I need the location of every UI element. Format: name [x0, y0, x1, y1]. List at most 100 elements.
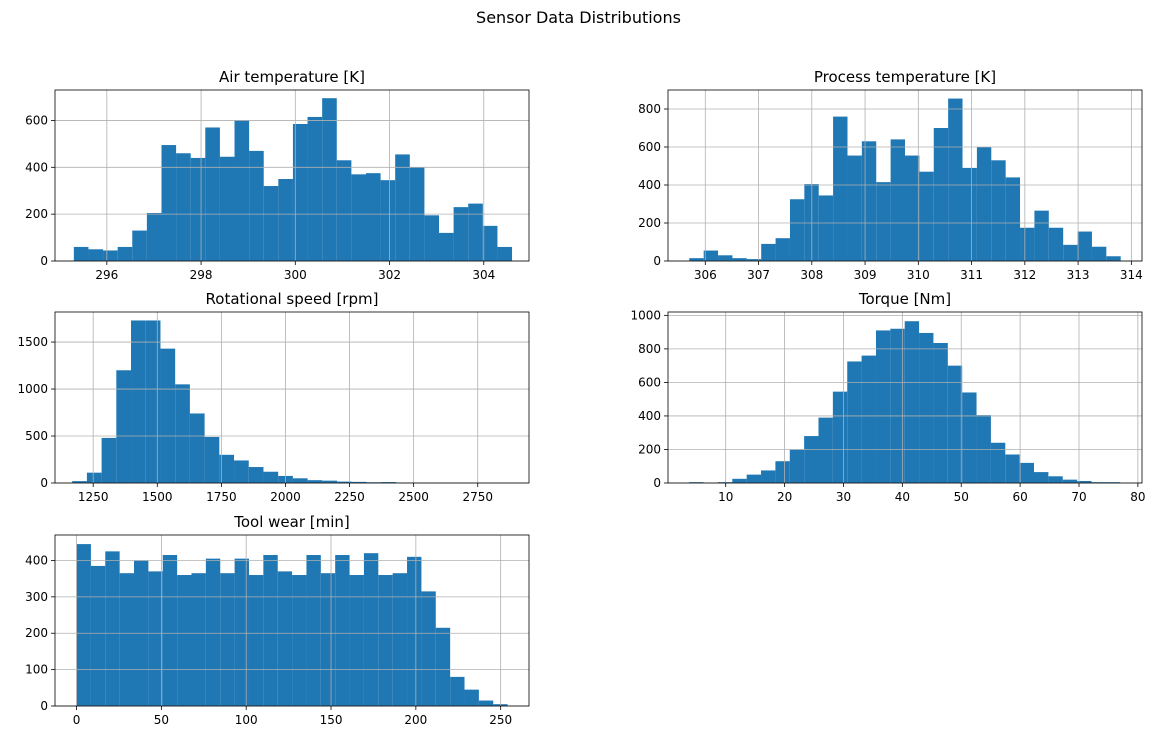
x-tick-label: 307 [747, 268, 770, 282]
x-tick-label: 306 [694, 268, 717, 282]
histogram-bar [204, 436, 220, 483]
x-tick-label: 2750 [462, 490, 493, 504]
histogram-bar [464, 689, 479, 706]
figure-title: Sensor Data Distributions [476, 8, 681, 27]
axes-frame [54, 534, 530, 707]
histogram-bar [116, 370, 132, 483]
x-tick-label: 312 [1013, 268, 1036, 282]
histogram-bar [322, 98, 337, 261]
histogram-bar [1077, 231, 1092, 261]
y-tick-label: 600 [25, 113, 48, 127]
histogram-bar [132, 230, 147, 261]
histogram-bar [1034, 472, 1049, 483]
y-tick-label: 200 [25, 626, 48, 640]
histogram-bar [148, 571, 163, 706]
histogram-bar [933, 343, 948, 483]
histogram-bar [689, 258, 704, 261]
y-tick-label: 600 [638, 140, 661, 154]
histogram-bar [703, 250, 719, 261]
histogram-bar [905, 155, 920, 261]
histogram-bar [732, 258, 747, 261]
x-tick-label: 30 [836, 490, 851, 504]
histogram-bar [263, 471, 279, 483]
subplot-title: Air temperature [K] [219, 68, 365, 86]
histogram-bar [322, 480, 338, 483]
histogram-bar [351, 481, 367, 483]
histogram-bar [395, 154, 410, 261]
y-tick-label: 400 [25, 553, 48, 567]
histogram-bar [482, 225, 498, 261]
histogram-bar [450, 676, 465, 706]
histogram-bar [1062, 479, 1078, 483]
histogram-bar [378, 575, 393, 706]
y-tick-label: 400 [25, 160, 48, 174]
y-tick-label: 0 [40, 476, 48, 490]
histogram-bar [746, 259, 762, 261]
histogram-bar [292, 478, 308, 483]
y-tick-label: 200 [638, 442, 661, 456]
x-tick-label: 250 [489, 713, 512, 727]
y-tick-label: 1000 [630, 308, 661, 322]
y-tick-label: 0 [653, 476, 661, 490]
histogram-bar [176, 153, 191, 261]
x-tick-label: 2000 [270, 490, 301, 504]
histogram-bar [161, 145, 177, 261]
y-tick-label: 500 [25, 429, 48, 443]
subplot-title: Process temperature [K] [814, 68, 996, 86]
histogram-bar [1020, 227, 1035, 261]
histogram-bar [86, 472, 102, 483]
x-tick-label: 302 [378, 268, 401, 282]
histogram-bar [90, 565, 106, 706]
subplot-title: Rotational speed [rpm] [206, 290, 379, 308]
y-tick-label: 200 [25, 207, 48, 221]
histogram-bar [131, 320, 146, 483]
histogram-bar [876, 182, 891, 261]
histogram-bar [861, 141, 877, 261]
histogram-bar [365, 173, 381, 261]
x-tick-label: 200 [404, 713, 427, 727]
histogram-bar [761, 243, 776, 261]
x-tick-label: 10 [718, 490, 733, 504]
histogram-bar [234, 120, 250, 261]
x-tick-label: 2250 [334, 490, 365, 504]
histogram-bar [234, 558, 249, 706]
histogram-bar [189, 413, 205, 483]
histogram-bar [349, 575, 364, 706]
x-tick-label: 310 [907, 268, 930, 282]
histogram-bar [847, 361, 862, 483]
x-tick-label: 0 [73, 713, 81, 727]
histogram-bar [145, 320, 161, 483]
axes-frame [667, 311, 1143, 484]
histogram-bar [904, 321, 920, 483]
histogram-bar [72, 481, 87, 483]
histogram-bar [818, 195, 834, 261]
x-tick-label: 70 [1071, 490, 1086, 504]
histogram-bar [919, 332, 934, 483]
histogram-bar [732, 478, 747, 483]
x-tick-label: 40 [895, 490, 910, 504]
histogram-bar [220, 573, 235, 706]
x-tick-label: 20 [777, 490, 792, 504]
x-tick-label: 2500 [398, 490, 429, 504]
histogram-bar [1106, 256, 1121, 261]
histogram-bar [832, 391, 848, 483]
histogram-bar [249, 150, 264, 261]
y-tick-label: 0 [653, 254, 661, 268]
histogram-bar [263, 186, 279, 261]
y-tick-label: 800 [638, 342, 661, 356]
histogram-bar [73, 246, 89, 261]
histogram-bar [991, 160, 1006, 261]
histogram-bar [105, 551, 120, 706]
histogram-bar [177, 575, 192, 706]
histogram-bar [248, 575, 264, 706]
x-tick-label: 80 [1130, 490, 1145, 504]
histogram-bar [435, 627, 451, 706]
y-tick-label: 400 [638, 409, 661, 423]
histogram-bar [976, 147, 992, 261]
x-tick-label: 296 [95, 268, 118, 282]
y-tick-label: 200 [638, 216, 661, 230]
histogram-bar [761, 470, 776, 483]
histogram-bar [1019, 462, 1035, 483]
x-tick-label: 100 [235, 713, 258, 727]
